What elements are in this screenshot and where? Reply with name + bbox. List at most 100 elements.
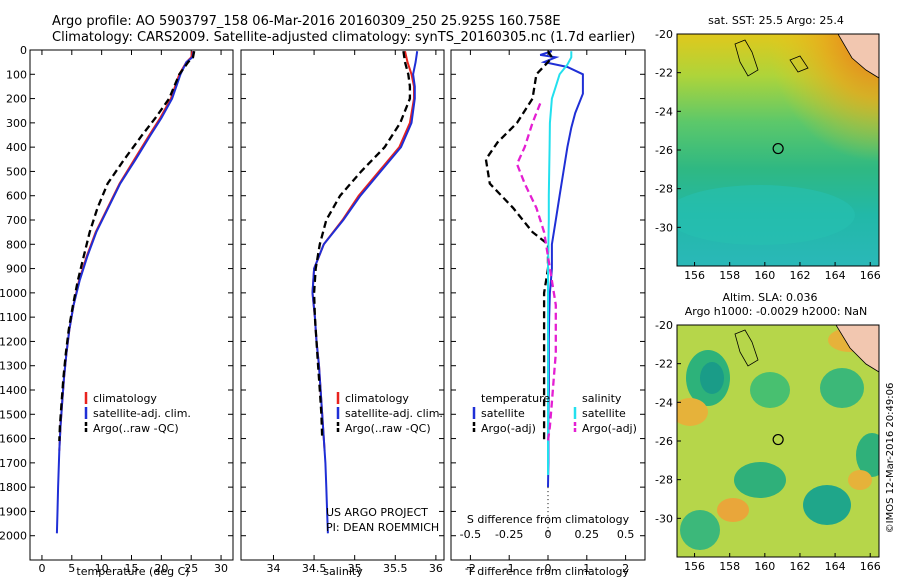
y-tick-label: 1200 xyxy=(0,335,27,348)
series-salinity-argo-adj- xyxy=(515,102,557,442)
y-tick-label: 300 xyxy=(6,117,27,130)
x-tick-label: 10 xyxy=(95,562,109,575)
map-x-tick-label: 158 xyxy=(719,269,740,282)
credit-pi: PI: DEAN ROEMMICH xyxy=(326,521,439,534)
x-tick-label: 35 xyxy=(348,562,362,575)
y-tick-label: 800 xyxy=(6,238,27,251)
temperature-plot: 0 5 10 15 20 25 300100200300400500600700800900… xyxy=(0,44,233,575)
map-x-tick-label: 166 xyxy=(860,560,881,573)
legend-label-climatology: climatology xyxy=(93,392,157,405)
new-caledonia-land xyxy=(837,34,879,79)
x-tick-label: 1 xyxy=(583,562,590,575)
y-tick-label: 900 xyxy=(6,263,27,276)
sla-map-title-1: Altim. SLA: 0.036 xyxy=(722,291,817,304)
sla-green-blob xyxy=(680,510,720,550)
x-tick-label: 5 xyxy=(68,562,75,575)
sla-map-title-2: Argo h1000: -0.0029 h2000: NaN xyxy=(685,305,868,318)
x-tick-label: 30 xyxy=(214,562,228,575)
sla-orange-patch xyxy=(848,470,872,490)
new-caledonia-land xyxy=(835,325,879,373)
map-y-tick-label: -24 xyxy=(655,396,673,409)
legend-header-salinity: salinity xyxy=(582,392,622,405)
credit-stamp: ©IMOS 12-Mar-2016 20:49:06 xyxy=(885,383,896,534)
map-x-tick-label: 160 xyxy=(754,560,775,573)
salinity-legend: climatology satellite-adj. clim. Argo(..… xyxy=(336,392,443,435)
salinity-x-label: salinity xyxy=(323,565,363,578)
legend-label-satellite: satellite-adj. clim. xyxy=(93,407,191,420)
header-line-1: Argo profile: AO 5903797_158 06-Mar-2016… xyxy=(52,14,561,29)
sla-green-blob xyxy=(803,485,851,525)
y-tick-label: 700 xyxy=(6,214,27,227)
map-x-tick-label: 156 xyxy=(684,269,705,282)
y-tick-label: 1100 xyxy=(0,311,27,324)
y-tick-label: 1300 xyxy=(0,360,27,373)
y-tick-label: 500 xyxy=(6,165,27,178)
legend-label-t-satellite: satellite xyxy=(481,407,525,420)
header-line-2: Climatology: CARS2009. Satellite-adjuste… xyxy=(52,30,635,45)
series-satellite-adj-clim- xyxy=(311,51,419,534)
map-y-tick-label: -26 xyxy=(655,144,673,157)
sst-cool-patch xyxy=(677,185,855,245)
y-tick-label: 1600 xyxy=(0,433,27,446)
x-tick-label: 2 xyxy=(622,562,629,575)
x2-tick-label: 0.5 xyxy=(617,528,635,541)
map-x-tick-label: 160 xyxy=(754,269,775,282)
map-y-tick-label: -30 xyxy=(655,221,673,234)
x-tick-label: 36 xyxy=(429,562,443,575)
sst-map-title: sat. SST: 25.5 Argo: 25.4 xyxy=(708,14,844,27)
x2-tick-label: 0.25 xyxy=(575,528,600,541)
y-tick-label: 100 xyxy=(6,68,27,81)
map-y-tick-label: -28 xyxy=(655,474,673,487)
salinity-plot: 34 34.5 35 35.5 36 xyxy=(241,49,444,575)
map-y-tick-label: -28 xyxy=(655,183,673,196)
legend-label-climatology: climatology xyxy=(345,392,409,405)
sla-green-blob xyxy=(856,433,879,477)
map-x-tick-label: 158 xyxy=(719,560,740,573)
legend-label-satellite: satellite-adj. clim. xyxy=(345,407,443,420)
map-y-tick-label: -22 xyxy=(655,358,673,371)
series-argo-raw-qc- xyxy=(312,51,412,439)
sst-reef-outline-2 xyxy=(789,55,809,73)
series-argo-raw-qc- xyxy=(58,50,196,442)
y-tick-label: 600 xyxy=(6,190,27,203)
sla-orange-patch xyxy=(677,398,708,426)
x-tick-label: 0 xyxy=(38,562,45,575)
sla-map xyxy=(677,325,879,557)
map-y-tick-label: -30 xyxy=(655,512,673,525)
y-tick-label: 1800 xyxy=(0,481,27,494)
sst-reef-outline xyxy=(734,39,759,77)
y-tick-label: 2000 xyxy=(0,530,27,543)
y-tick-label: 200 xyxy=(6,93,27,106)
x-tick-label: 25 xyxy=(184,562,198,575)
legend-label-s-argo: Argo(-adj) xyxy=(582,422,637,435)
legend-label-t-argo: Argo(-adj) xyxy=(481,422,536,435)
sst-map-axes: 156 158 160 162 164 166 -20 -22 -24 -26 -28 -30 xyxy=(655,28,881,282)
y-tick-label: 1500 xyxy=(0,408,27,421)
series-temperature-argo-adj- xyxy=(484,50,554,441)
sst-map xyxy=(677,34,879,266)
series-satellite-adj-clim- xyxy=(55,51,195,534)
series-salinity-satellite xyxy=(547,51,573,475)
map-x-tick-label: 164 xyxy=(825,269,846,282)
map-y-tick-label: -22 xyxy=(655,67,673,80)
x-tick-label: 34.5 xyxy=(302,562,327,575)
sla-green-blob xyxy=(820,368,864,408)
difference-x2-label: S difference from climatology xyxy=(467,513,630,526)
x-tick-label: 15 xyxy=(125,562,139,575)
difference-plot: -2 -1 0 1 2 -0.5 -0.25 0 0.25 0.5 xyxy=(451,49,645,575)
sla-green-blob xyxy=(734,462,786,498)
map-y-tick-label: -26 xyxy=(655,435,673,448)
x-tick-label: -2 xyxy=(465,562,476,575)
argo-location-marker xyxy=(772,433,784,446)
y-tick-label: 1700 xyxy=(0,457,27,470)
x-tick-label: 35.5 xyxy=(383,562,408,575)
x2-tick-label: -0.5 xyxy=(460,528,481,541)
y-tick-label: 0 xyxy=(20,44,27,57)
map-x-tick-label: 162 xyxy=(789,269,810,282)
map-x-tick-label: 164 xyxy=(825,560,846,573)
y-tick-label: 400 xyxy=(6,141,27,154)
sla-reef-outline xyxy=(734,329,759,367)
temperature-plot-frame xyxy=(29,49,234,561)
x2-tick-label: 0 xyxy=(545,528,552,541)
